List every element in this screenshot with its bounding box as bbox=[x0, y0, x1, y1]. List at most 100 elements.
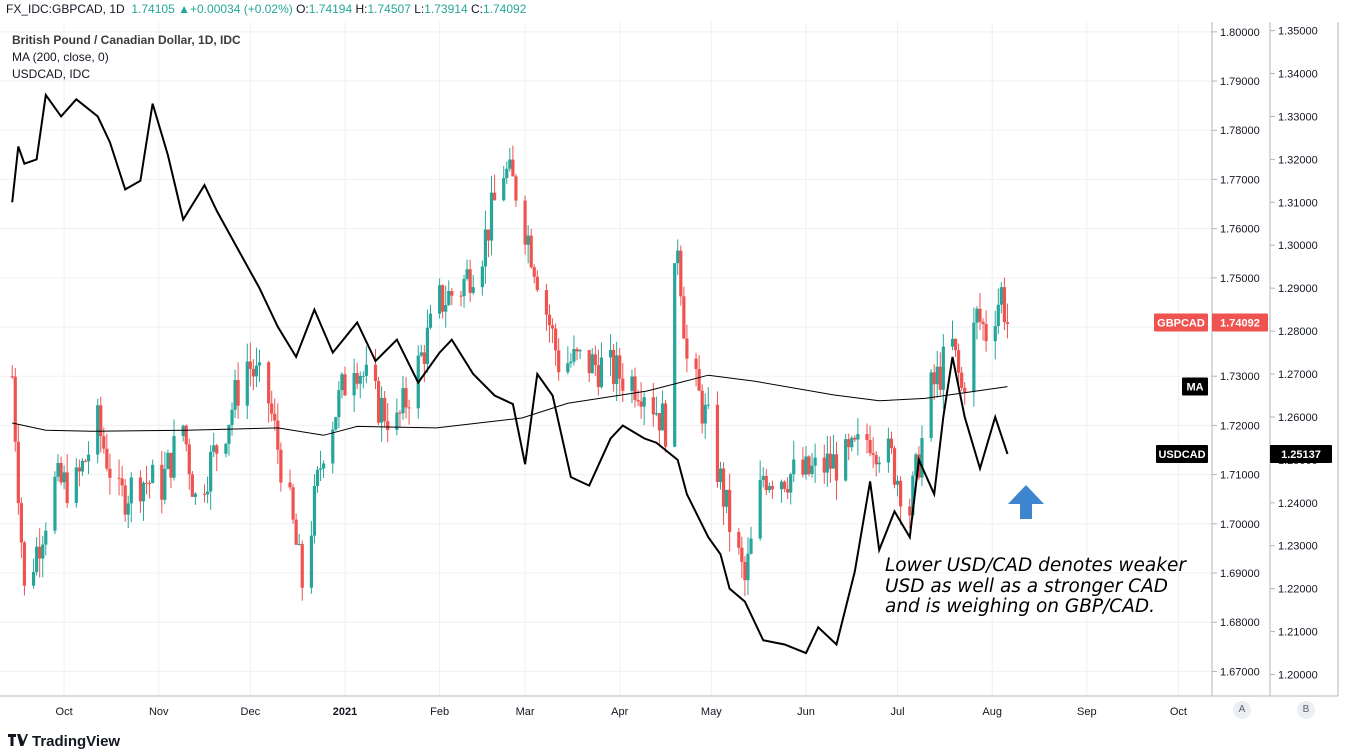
candle-body bbox=[251, 368, 255, 377]
candle-body bbox=[172, 436, 176, 478]
candle-body bbox=[212, 445, 216, 452]
price-tags: GBPCAD 1.74092 MA USDCAD 1.25137 bbox=[1154, 313, 1332, 464]
candle-body bbox=[914, 454, 918, 476]
candle-body bbox=[129, 477, 133, 504]
x-tick-label: Sep bbox=[1077, 706, 1097, 718]
candle-body bbox=[227, 424, 231, 444]
usdcad-label-tag: USDCAD bbox=[1158, 449, 1205, 461]
annotation-line-1: Lower USD/CAD denotes weaker bbox=[885, 555, 1186, 576]
candle-body bbox=[56, 462, 60, 477]
candle-body bbox=[291, 487, 295, 520]
candle-body bbox=[724, 489, 729, 507]
candle-body bbox=[721, 468, 726, 507]
candle-body bbox=[138, 477, 143, 502]
candles-layer bbox=[10, 145, 1010, 601]
candle-body bbox=[44, 530, 48, 545]
gbpcad-label-tag: GBPCAD bbox=[1157, 317, 1205, 329]
up-triangle-icon: ▲ bbox=[178, 2, 190, 16]
candle-body bbox=[911, 475, 915, 516]
candle-body bbox=[618, 355, 622, 379]
candle-body bbox=[828, 453, 832, 469]
annotation-line-3: and is weighing on GBP/CAD. bbox=[885, 596, 1155, 617]
candle-body bbox=[767, 486, 771, 491]
candle-body bbox=[892, 448, 897, 485]
candle-body bbox=[633, 376, 637, 400]
candle-body bbox=[233, 380, 237, 410]
gbpcad-label-tag-bg bbox=[1154, 313, 1208, 332]
candle-body bbox=[532, 267, 536, 277]
y-left-tick-label: 1.68000 bbox=[1220, 617, 1260, 629]
candle-body bbox=[315, 469, 320, 487]
usdcad-label-tag-bg bbox=[1156, 445, 1208, 464]
legend-compare[interactable]: USDCAD, IDC bbox=[12, 67, 91, 81]
candle-body bbox=[294, 519, 298, 545]
legend-title[interactable]: British Pound / Canadian Dollar, 1D, IDC bbox=[12, 33, 241, 47]
candle-body bbox=[825, 453, 829, 473]
candle-body bbox=[340, 374, 344, 391]
auto-scale-button[interactable]: A bbox=[1233, 701, 1251, 719]
candle-body bbox=[160, 464, 164, 500]
y-left-tick-label: 1.80000 bbox=[1220, 27, 1260, 39]
price-change: +0.00034 (+0.02%) bbox=[190, 2, 293, 16]
candle-body bbox=[380, 397, 384, 423]
y-left-tick-label: 1.79000 bbox=[1220, 76, 1260, 88]
y-right-tick-label: 1.28000 bbox=[1278, 326, 1318, 338]
candle-body bbox=[236, 380, 240, 406]
candle-body bbox=[935, 366, 939, 385]
candle-body bbox=[53, 476, 57, 531]
candle-body bbox=[86, 454, 91, 462]
candle-body bbox=[10, 376, 14, 378]
candle-body bbox=[621, 378, 625, 391]
candle-body bbox=[511, 159, 515, 177]
candle-body bbox=[224, 443, 228, 454]
candle-body bbox=[569, 361, 573, 364]
y-right-tick-label: 1.27000 bbox=[1278, 369, 1318, 381]
candle-body bbox=[929, 372, 933, 439]
candle-body bbox=[117, 477, 121, 479]
candle-body bbox=[486, 229, 491, 241]
candle-body bbox=[364, 364, 368, 376]
candle-body bbox=[276, 420, 280, 450]
candle-body bbox=[728, 489, 732, 533]
legend-ma[interactable]: MA (200, close, 0) bbox=[12, 50, 109, 64]
candle-body bbox=[889, 438, 894, 449]
candle-body bbox=[205, 491, 210, 495]
low-label: L: bbox=[414, 2, 425, 16]
candle-body bbox=[593, 354, 597, 366]
candle-body bbox=[190, 474, 194, 497]
candle-body bbox=[694, 358, 698, 369]
y-right-tick-label: 1.34000 bbox=[1278, 69, 1318, 81]
candle-body bbox=[547, 314, 552, 326]
candle-body bbox=[309, 535, 313, 588]
candle-body bbox=[789, 474, 793, 493]
candle-body bbox=[847, 439, 851, 448]
candle-body bbox=[279, 449, 283, 483]
y-left-tick-label: 1.72000 bbox=[1220, 420, 1260, 432]
candle-body bbox=[471, 287, 475, 293]
candle-body bbox=[981, 321, 985, 325]
candle-body bbox=[147, 482, 152, 484]
y-right-tick-label: 1.22000 bbox=[1278, 584, 1318, 596]
candle-body bbox=[80, 460, 85, 472]
high-value: 1.74507 bbox=[367, 2, 411, 16]
candle-body bbox=[663, 403, 668, 447]
candle-body bbox=[639, 401, 643, 407]
candle-body bbox=[950, 338, 955, 347]
candle-body bbox=[660, 403, 665, 431]
candle-body bbox=[202, 493, 207, 495]
y-left-tick-label: 1.71000 bbox=[1220, 470, 1260, 482]
candle-body bbox=[361, 375, 365, 377]
candle-body bbox=[868, 440, 872, 454]
candle-body bbox=[697, 368, 701, 391]
log-scale-button[interactable]: B bbox=[1297, 701, 1315, 719]
tradingview-logo[interactable]: TradingView bbox=[8, 733, 120, 750]
candle-body bbox=[337, 390, 341, 418]
candle-body bbox=[874, 454, 878, 465]
candle-body bbox=[810, 465, 814, 474]
candle-body bbox=[508, 159, 512, 169]
candle-body bbox=[834, 454, 839, 481]
candle-body bbox=[865, 434, 869, 441]
candle-body bbox=[297, 544, 301, 546]
symbol-label[interactable]: FX_IDC:GBPCAD, 1D bbox=[6, 2, 125, 16]
